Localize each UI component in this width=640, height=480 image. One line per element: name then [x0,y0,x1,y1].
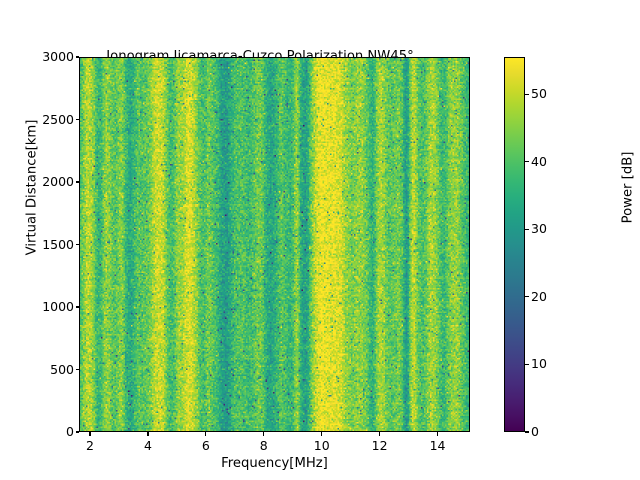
y-axis-tick-label: 0 [66,424,74,439]
ionogram-heatmap [80,58,469,431]
x-axis-tick-label: 2 [86,438,94,453]
x-axis-tick-label: 6 [201,438,210,453]
x-axis-tick-label: 8 [259,438,268,453]
x-axis-tick-label: 12 [371,438,388,453]
colorbar-tick-label: 30 [531,221,547,237]
x-axis-tick [205,432,207,436]
y-axis-tick-label: 500 [50,361,74,377]
colorbar-label: Power [dB] [620,151,636,224]
y-axis-tick-label: 2500 [42,111,74,127]
y-axis-tick [75,56,79,58]
x-axis-tick-label: 10 [313,438,330,453]
colorbar-gradient [505,58,524,431]
x-axis-label: Frequency[MHz] [221,456,328,471]
y-axis-tick [75,118,79,121]
x-axis-tick-label: 4 [143,438,152,453]
y-axis-tick-label: 1500 [42,236,74,252]
x-axis-tick [89,432,91,436]
y-axis-tick-label: 2000 [42,174,74,189]
heatmap-plot-area [79,57,470,432]
x-axis-tick [436,432,439,436]
colorbar [504,57,525,432]
y-axis-tick [75,368,79,371]
colorbar-tick [525,93,529,95]
colorbar-tick-label: 40 [531,153,547,169]
colorbar-tick-label: 10 [531,356,547,372]
colorbar-tick [525,431,529,433]
x-axis-tick-label: 14 [429,438,446,453]
x-axis-tick [321,432,323,436]
colorbar-tick-label: 50 [531,86,547,102]
x-axis-tick [379,432,381,436]
colorbar-tick-label: 0 [531,424,539,439]
x-axis-tick [263,432,265,436]
colorbar-tick [525,296,529,298]
colorbar-tick-label: 20 [531,288,547,304]
y-axis-tick [75,243,79,246]
y-axis-tick-label: 3000 [42,49,74,64]
colorbar-tick [525,228,529,230]
y-axis-tick [75,306,79,308]
y-axis-tick [75,431,79,433]
y-axis-tick-label: 1000 [42,299,74,314]
colorbar-tick [525,363,529,366]
x-axis-tick [147,432,149,436]
colorbar-tick [525,161,529,163]
y-axis-tick [75,181,79,183]
